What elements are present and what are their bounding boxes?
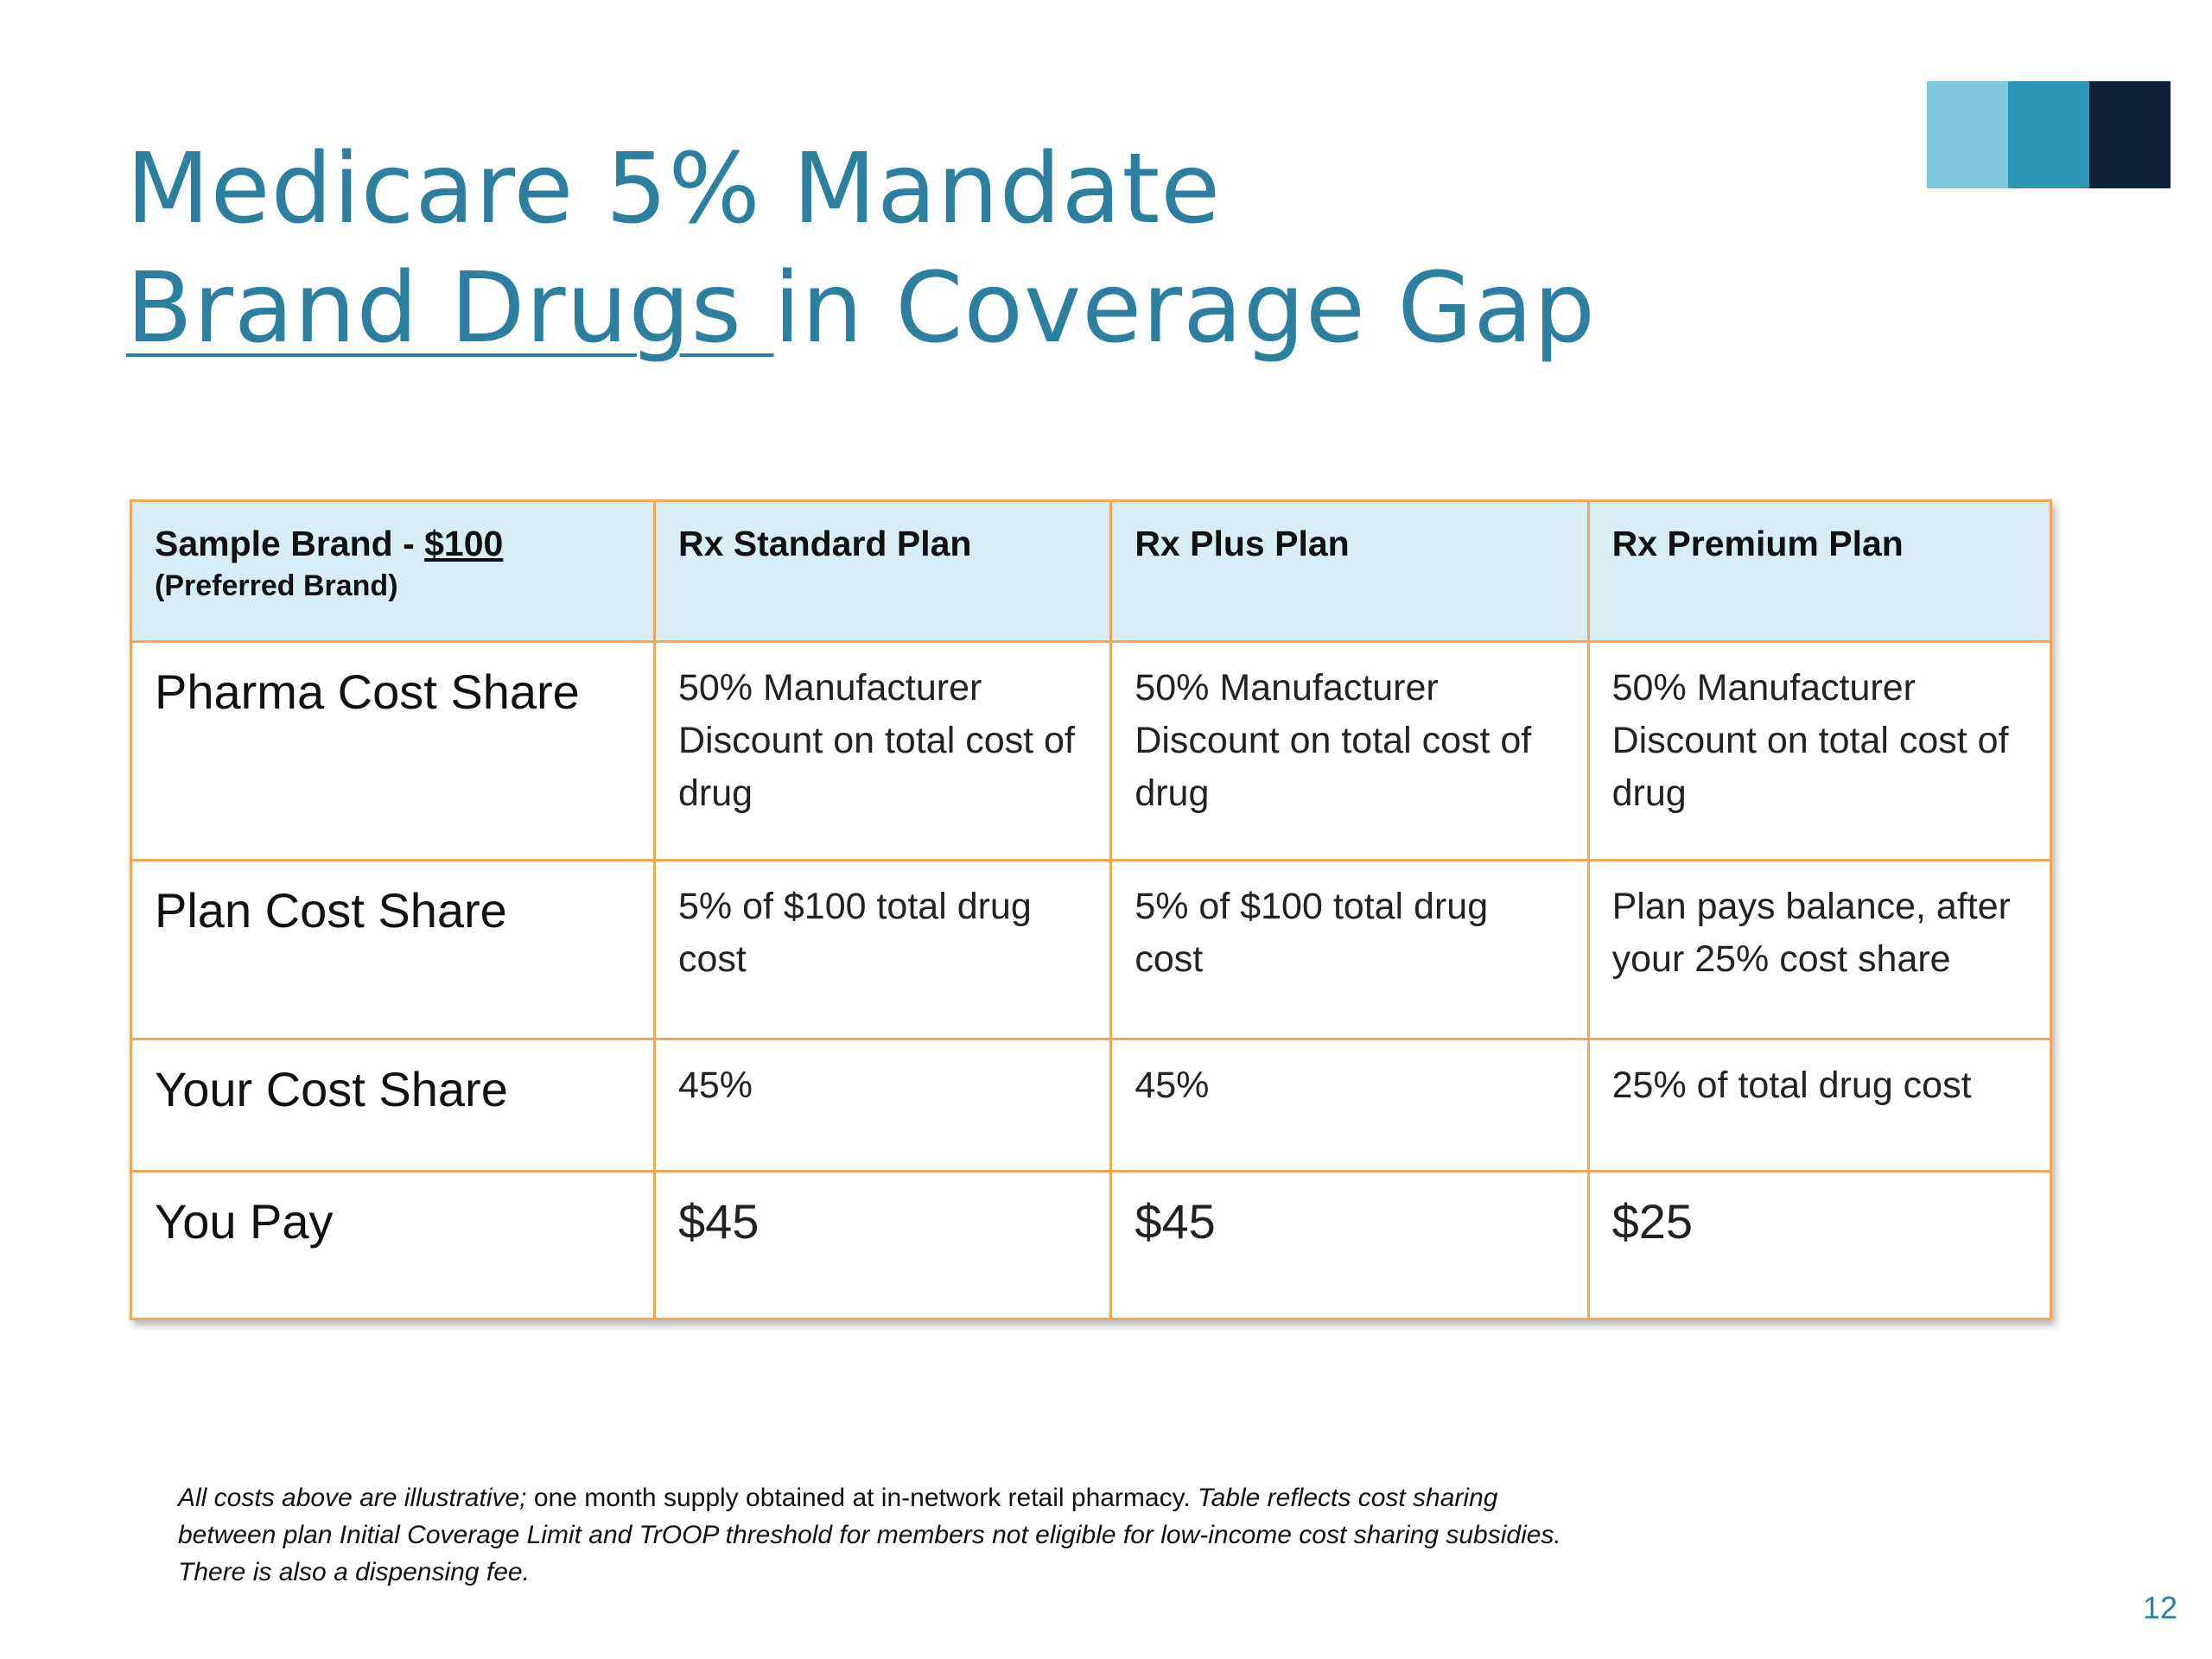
page-number: 12 — [2143, 1590, 2178, 1625]
sample-brand-label: Sample Brand - — [155, 524, 425, 563]
table-cell: $45 — [652, 1170, 1113, 1320]
table-cell: 5% of $100 total drug cost — [652, 859, 1113, 1040]
plan-comparison-table: Sample Brand - $100 (Preferred Brand) Rx… — [130, 499, 2053, 1320]
sample-brand-sub: (Preferred Brand) — [155, 569, 398, 602]
table-cell: 50% Manufacturer Discount on total cost … — [1109, 640, 1590, 861]
table-cell: 45% — [1109, 1038, 1590, 1173]
footnote-part-3: Table reflects cost sharing between plan… — [178, 1484, 1561, 1586]
title-rest-text: in Coverage Gap — [773, 252, 1596, 365]
row-label-plan-cost-share: Plan Cost Share — [130, 859, 656, 1040]
title-line-1: Medicare 5% Mandate — [126, 133, 1222, 245]
title-underlined-text: Brand Drugs — [126, 252, 774, 365]
header-rx-plus-plan: Rx Plus Plan — [1109, 499, 1590, 643]
decor-block-dark — [2089, 81, 2171, 188]
table-cell: 50% Manufacturer Discount on total cost … — [1586, 640, 2053, 861]
header-rx-standard-plan: Rx Standard Plan — [652, 499, 1113, 643]
header-sample-brand: Sample Brand - $100 (Preferred Brand) — [130, 499, 656, 643]
table-row: You Pay $45 $45 $25 — [130, 1170, 2053, 1320]
row-label-pharma-cost-share: Pharma Cost Share — [130, 640, 656, 861]
table-row: Your Cost Share 45% 45% 25% of total dru… — [130, 1038, 2053, 1173]
table-cell: $45 — [1109, 1170, 1590, 1320]
footnote-part-1: All costs above are illustrative; — [178, 1484, 527, 1512]
sample-brand-price: $100 — [424, 524, 504, 563]
table-row: Plan Cost Share 5% of $100 total drug co… — [130, 859, 2053, 1040]
table-header-row: Sample Brand - $100 (Preferred Brand) Rx… — [130, 499, 2053, 643]
title-line-2: Brand Drugs in Coverage Gap — [126, 249, 1596, 368]
table-cell: 45% — [652, 1038, 1113, 1173]
row-label-you-pay: You Pay — [130, 1170, 656, 1320]
table-cell: Plan pays balance, after your 25% cost s… — [1586, 859, 2053, 1040]
decor-block-mid — [2008, 81, 2089, 188]
table-cell: $25 — [1586, 1170, 2053, 1320]
row-label-your-cost-share: Your Cost Share — [130, 1038, 656, 1173]
table-cell: 5% of $100 total drug cost — [1109, 859, 1590, 1040]
slide-title: Medicare 5% Mandate Brand Drugs in Cover… — [126, 130, 1596, 368]
footnote: All costs above are illustrative; one mo… — [178, 1479, 1595, 1591]
table-row: Pharma Cost Share 50% Manufacturer Disco… — [130, 640, 2053, 861]
footnote-part-2: one month supply obtained at in-network … — [526, 1484, 1198, 1512]
header-rx-premium-plan: Rx Premium Plan — [1586, 499, 2053, 643]
table-cell: 25% of total drug cost — [1586, 1038, 2053, 1173]
table-cell: 50% Manufacturer Discount on total cost … — [652, 640, 1113, 861]
decor-block-light — [1927, 81, 2008, 188]
